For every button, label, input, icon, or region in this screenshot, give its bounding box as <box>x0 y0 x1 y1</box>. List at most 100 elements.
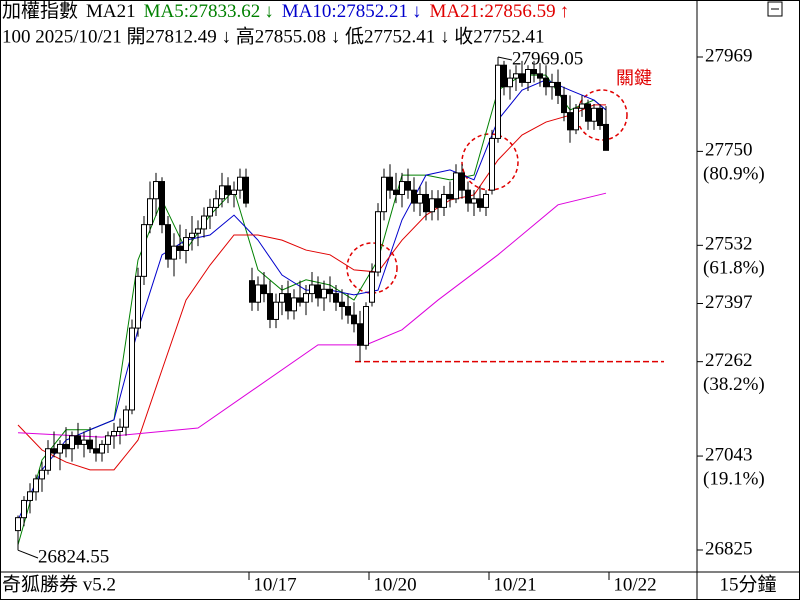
candle-body <box>447 193 453 200</box>
y-tick-label: 27969 <box>705 45 753 66</box>
candle-body <box>315 284 321 299</box>
annotation: 關鍵 <box>616 68 652 88</box>
candle-body <box>141 224 147 277</box>
candle-body <box>267 293 273 320</box>
candle-body <box>279 293 285 303</box>
y-tick-label: 27397 <box>705 292 753 313</box>
candle-body <box>105 435 111 445</box>
candle-body <box>369 271 375 303</box>
y-tick-label: 27262 <box>705 350 753 371</box>
candle-body <box>57 443 63 454</box>
y-tick-label: 27532 <box>705 234 753 255</box>
candle-body <box>99 443 105 454</box>
candle-body <box>285 293 291 312</box>
ma-arrow: ↓ <box>412 1 422 22</box>
candle-body <box>333 293 339 303</box>
candle-body <box>459 172 465 191</box>
candle-body <box>189 232 195 239</box>
ma-label: MA5:27833.62 <box>144 1 261 22</box>
candle-body <box>93 448 99 454</box>
candle-body <box>363 306 369 346</box>
y-tick-label: 27750 <box>705 140 753 161</box>
candle-body <box>21 499 27 519</box>
candle-body <box>555 81 561 96</box>
candle-body <box>153 181 159 200</box>
candle-body <box>135 275 141 329</box>
y-tick-label: 26825 <box>705 538 753 559</box>
candle-body <box>87 439 93 450</box>
candle-body <box>387 176 393 191</box>
candle-body <box>219 185 225 200</box>
x-tick-label: 10/22 <box>613 574 656 595</box>
period: 15分鐘 <box>719 573 776 595</box>
candle-body <box>81 439 87 445</box>
candle-body <box>27 491 33 501</box>
candle-body <box>45 448 51 471</box>
header-line: 加權指數 MA21 MA5:27833.62 ↓ MA10:27852.21 ↓ MA21:… <box>2 0 569 22</box>
candle-body <box>471 198 477 204</box>
candle-body <box>261 284 267 295</box>
info-line: 100 2025/10/21 開27812.49 ↓ 高27855.08 ↓ 低… <box>2 25 545 47</box>
candle-body <box>453 172 459 200</box>
candle-body <box>597 107 603 127</box>
candle-body <box>213 198 219 208</box>
candle-body <box>273 301 279 320</box>
candle-body <box>543 77 549 88</box>
high-label: 27969.05 <box>512 48 583 69</box>
title: 加權指數 <box>2 0 78 22</box>
fib-label: (61.8%) <box>703 258 765 279</box>
candle-body <box>441 193 447 208</box>
highlight-circle <box>346 242 398 294</box>
candle-body <box>603 123 609 151</box>
candle-body <box>75 435 81 445</box>
candle-body <box>321 288 327 299</box>
candle-body <box>183 237 189 251</box>
candle-body <box>537 73 543 79</box>
candle-body <box>417 193 423 204</box>
candle-body <box>345 306 351 316</box>
candle-body <box>399 181 405 195</box>
candle-body <box>327 288 333 295</box>
candle-body <box>585 103 591 122</box>
candle-body <box>339 301 345 308</box>
candle-body <box>495 64 501 139</box>
candle-body <box>549 81 555 88</box>
candle-body <box>255 284 261 303</box>
candle-body <box>165 224 171 260</box>
candle-body <box>231 189 237 195</box>
candle-body <box>177 245 183 251</box>
ma-arrow: ↑ <box>560 1 570 22</box>
candle-body <box>393 189 399 195</box>
candle-body <box>429 198 435 213</box>
candle-body <box>477 198 483 208</box>
candle-body <box>201 215 207 230</box>
candle-body <box>39 469 45 480</box>
candle-body <box>243 176 249 204</box>
candle-body <box>519 73 525 83</box>
ma-arrow: ↓ <box>264 1 274 22</box>
x-tick-label: 10/21 <box>493 574 536 595</box>
x-tick-label: 10/17 <box>253 574 296 595</box>
candle-body <box>507 77 513 88</box>
low-label: 26824.55 <box>38 546 109 567</box>
ma-line <box>17 104 606 471</box>
candle-body <box>573 107 579 131</box>
fib-label: (80.9%) <box>703 164 765 185</box>
candle-body <box>159 181 165 226</box>
candle-body <box>567 112 573 131</box>
candle-body <box>123 409 129 428</box>
candle-body <box>195 228 201 234</box>
ma-line <box>17 192 607 438</box>
candle-body <box>525 68 531 83</box>
candle-body <box>129 327 135 411</box>
candle-body <box>435 198 441 208</box>
candle-body <box>15 517 21 532</box>
ma-label: MA21:27856.59 <box>429 1 555 22</box>
low-leader <box>17 549 39 559</box>
ma-label: MA10:27852.21 <box>282 1 408 22</box>
candle-body <box>291 297 297 312</box>
candle-body <box>483 193 489 208</box>
footer-left: 奇狐勝券 v5.2 <box>2 573 116 595</box>
candle-body <box>501 64 507 88</box>
